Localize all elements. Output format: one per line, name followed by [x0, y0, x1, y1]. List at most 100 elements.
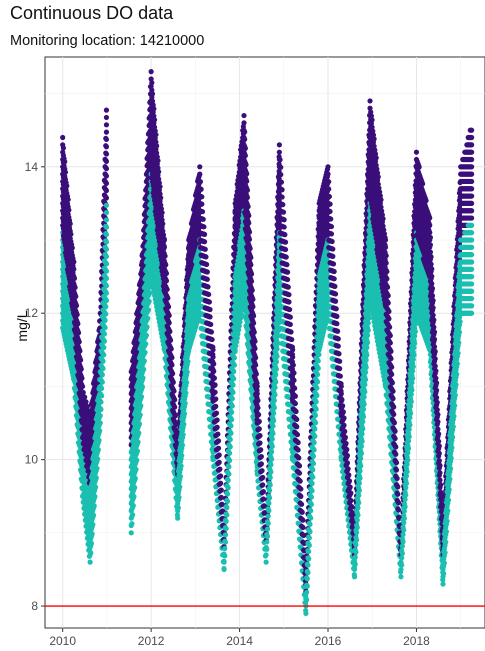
data-point-min — [175, 505, 181, 511]
data-point-min — [227, 436, 233, 443]
data-point-min — [179, 442, 186, 448]
data-point-max — [153, 132, 159, 138]
data-point-min — [175, 515, 181, 521]
data-point-min — [135, 439, 141, 445]
data-point-min — [268, 462, 274, 468]
data-point-max — [244, 194, 251, 201]
data-point-min — [226, 450, 233, 456]
data-point-max — [204, 276, 210, 282]
data-point-min — [183, 390, 189, 396]
data-point-min — [130, 512, 136, 518]
data-point-max — [256, 412, 262, 418]
data-point-max — [258, 461, 264, 467]
data-point-max — [149, 80, 155, 86]
data-point-max — [242, 145, 248, 151]
data-point-min — [181, 411, 188, 417]
data-point-min — [226, 464, 232, 470]
data-point-min — [264, 533, 271, 539]
chart-title: Continuous DO data — [10, 3, 174, 23]
data-point-min — [98, 406, 104, 413]
data-point-min — [144, 324, 150, 330]
data-point-min — [145, 307, 152, 313]
data-point-min — [231, 368, 237, 375]
data-point-min — [103, 202, 110, 208]
data-point-max — [260, 474, 266, 481]
data-point-max — [206, 299, 212, 305]
data-point-min — [185, 359, 191, 365]
data-point-max — [157, 184, 163, 190]
data-point-min — [263, 552, 269, 558]
data-point-max — [253, 362, 259, 368]
data-point-min — [103, 283, 110, 289]
data-point-max — [215, 431, 221, 437]
data-point-min — [221, 559, 227, 565]
data-point-max — [103, 195, 110, 201]
data-point-min — [103, 231, 110, 238]
data-point-max — [83, 399, 89, 405]
data-point-min — [136, 421, 143, 427]
data-point-min — [224, 498, 231, 504]
data-point-min — [263, 559, 269, 565]
data-point-min — [97, 428, 103, 434]
data-point-max — [156, 169, 162, 175]
data-point-max — [260, 482, 266, 488]
data-point-max — [244, 178, 250, 184]
data-point-min — [184, 369, 190, 375]
data-point-max — [250, 320, 257, 326]
data-point-max — [260, 489, 267, 495]
data-point-max — [170, 379, 176, 385]
data-point-min — [266, 487, 273, 494]
data-point-min — [270, 423, 276, 429]
data-point-max — [247, 245, 253, 252]
data-point-max — [210, 347, 216, 353]
data-point-max — [204, 269, 210, 275]
data-point-max — [214, 417, 220, 423]
data-point-min — [273, 359, 279, 365]
data-point-min — [136, 430, 142, 436]
data-point-min — [221, 566, 227, 573]
data-point-min — [265, 520, 271, 527]
data-point-min — [268, 449, 275, 455]
data-point-min — [99, 379, 105, 385]
data-point-min — [100, 358, 106, 364]
data-point-max — [248, 254, 254, 261]
data-point-min — [97, 413, 103, 419]
data-point-max — [255, 405, 261, 411]
data-point-max — [103, 151, 110, 157]
data-point-max — [200, 216, 206, 222]
data-point-max — [211, 375, 218, 381]
data-point-min — [103, 210, 110, 216]
data-point-min — [131, 493, 137, 500]
data-point-min — [141, 366, 147, 373]
data-point-max — [165, 295, 171, 301]
data-point-min — [270, 430, 276, 437]
data-point-max — [69, 245, 75, 251]
data-point-max — [169, 362, 175, 368]
data-point-min — [224, 491, 231, 497]
data-point-max — [215, 445, 222, 451]
data-point-min — [271, 405, 277, 411]
data-point-max — [60, 134, 66, 141]
data-point-min — [91, 503, 97, 509]
data-point-max — [254, 383, 260, 390]
data-point-min — [182, 400, 188, 406]
data-point-min — [88, 540, 95, 546]
data-point-max — [168, 346, 174, 352]
data-point-min — [93, 475, 99, 481]
data-point-min — [103, 261, 110, 267]
data-point-min — [98, 399, 104, 405]
data-point-min — [177, 484, 183, 490]
data-point-min — [102, 325, 108, 331]
data-point-min — [229, 403, 235, 409]
data-point-max — [167, 337, 174, 343]
data-point-min — [138, 403, 144, 409]
data-point-max — [166, 312, 172, 319]
data-point-min — [269, 436, 275, 442]
data-point-max — [75, 321, 81, 327]
data-point-max — [163, 278, 170, 284]
data-point-max — [250, 304, 256, 310]
data-point-max — [210, 354, 216, 360]
data-point-min — [145, 315, 151, 321]
data-point-max — [60, 145, 66, 151]
data-point-max — [258, 447, 264, 453]
